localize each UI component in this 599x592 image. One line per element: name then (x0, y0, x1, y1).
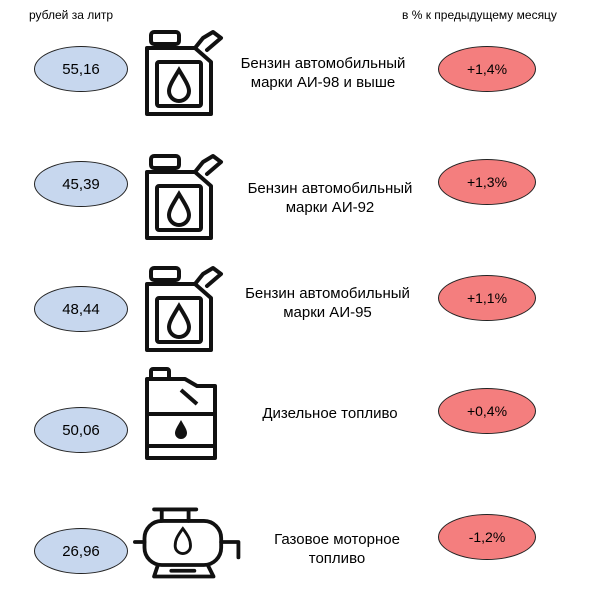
diesel-canister-icon (145, 367, 217, 460)
fuel-row-diesel: 50,06 Дизельное топливо +0,4% (0, 362, 599, 472)
price-badge: 45,39 (34, 161, 128, 207)
change-badge: -1,2% (438, 514, 536, 560)
change-badge: +1,4% (438, 46, 536, 92)
fuel-row-ai92: 45,39 Бензин автомобильный марки АИ-92 +… (0, 136, 599, 246)
fuel-name: Газовое моторное топливо (274, 531, 400, 567)
change-unit-label: в % к предыдущему месяцу (402, 8, 557, 22)
change-badge: +1,1% (438, 275, 536, 321)
fuel-row-ai95: 48,44 Бензин автомобильный марки АИ-95 +… (0, 256, 599, 366)
fuel-canister-icon (145, 30, 223, 116)
change-badge: +0,4% (438, 388, 536, 434)
price-badge: 50,06 (34, 407, 128, 453)
price-badge: 26,96 (34, 528, 128, 574)
change-badge: +1,3% (438, 159, 536, 205)
fuel-canister-icon (145, 154, 223, 240)
price-unit-label: рублей за литр (29, 8, 114, 22)
fuel-name: Бензин автомобильный марки АИ-95 (245, 285, 410, 321)
price-badge: 48,44 (34, 286, 128, 332)
fuel-row-ai98: 55,16 Бензин автомобильный марки АИ-98 и… (0, 20, 599, 130)
fuel-row-gas: 26,96 Газовое моторное топливо -1,2% (0, 480, 599, 590)
fuel-canister-icon (145, 266, 223, 352)
fuel-name: Дизельное топливо (262, 405, 398, 422)
fuel-name: Бензин автомобильный марки АИ-92 (247, 180, 413, 216)
price-badge: 55,16 (34, 46, 128, 92)
gas-tank-icon (133, 507, 241, 579)
fuel-name: Бензин автомобильный марки АИ-98 и выше (240, 55, 406, 91)
